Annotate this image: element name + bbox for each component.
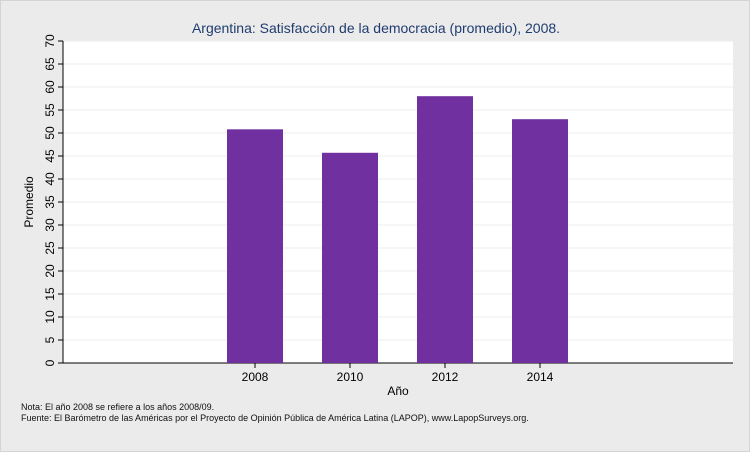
y-tick-label: 70 xyxy=(43,34,57,48)
y-tick-label: 25 xyxy=(43,241,57,255)
bar-2014 xyxy=(512,119,568,363)
x-tick-label: 2012 xyxy=(432,370,459,384)
y-tick-label: 15 xyxy=(43,287,57,301)
bar-2010 xyxy=(322,152,378,363)
y-tick-label: 60 xyxy=(43,80,57,94)
y-tick-label: 50 xyxy=(43,126,57,140)
y-tick-label: 20 xyxy=(43,264,57,278)
y-tick-label: 65 xyxy=(43,57,57,71)
bars xyxy=(227,96,568,363)
y-tick-label: 45 xyxy=(43,149,57,163)
x-tick-label: 2008 xyxy=(242,370,269,384)
x-ticks: 2008 2010 2012 2014 xyxy=(242,363,554,384)
y-ticks: 0 5 10 15 20 25 30 35 40 45 50 55 60 65 70 xyxy=(43,34,63,366)
source-text: Fuente: El Barómetro de las Américas por… xyxy=(21,413,529,423)
y-axis-label: Promedio xyxy=(22,176,36,228)
x-tick-label: 2010 xyxy=(337,370,364,384)
y-tick-label: 10 xyxy=(43,310,57,324)
chart-title: Argentina: Satisfacción de la democracia… xyxy=(192,20,560,36)
gridlines xyxy=(63,40,733,341)
x-tick-label: 2014 xyxy=(527,370,554,384)
y-tick-label: 30 xyxy=(43,218,57,232)
x-axis-label: Año xyxy=(387,384,409,398)
y-tick-label: 35 xyxy=(43,195,57,209)
y-tick-label: 5 xyxy=(43,336,57,343)
y-tick-label: 40 xyxy=(43,172,57,186)
note-text: Nota: El año 2008 se refiere a los años … xyxy=(21,402,215,412)
y-tick-label: 0 xyxy=(43,359,57,366)
y-tick-label: 55 xyxy=(43,103,57,117)
bar-2008 xyxy=(227,129,283,363)
bar-2012 xyxy=(417,96,473,363)
